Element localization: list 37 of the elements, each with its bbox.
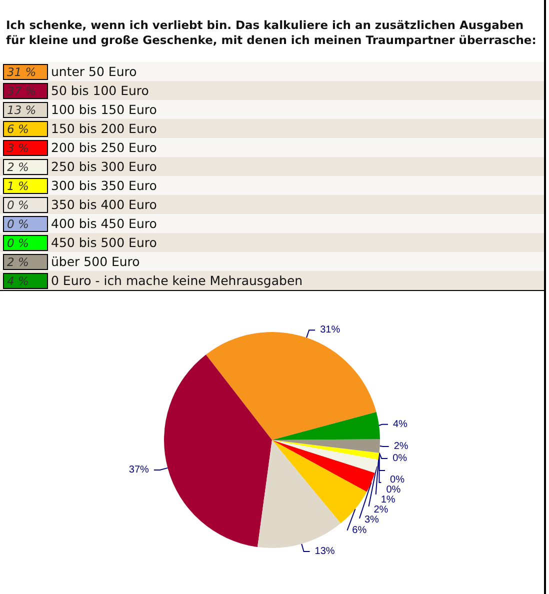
legend-label: 400 bis 450 Euro [51,216,157,231]
text: 0% [386,484,401,496]
text: 0% [392,452,408,464]
legend-label: über 500 Euro [51,254,140,269]
data-label: 2% [394,440,408,452]
data-label: 1% [380,494,396,506]
color-swatch: 13 % [3,102,48,118]
text: 0% [390,474,404,486]
data-label: 31% [320,324,340,336]
data-label: 3% [364,514,380,526]
data-label: 6% [352,524,367,536]
legend-label: 50 bis 100 Euro [51,83,149,98]
data-label: 13% [314,546,335,558]
data-label: 37% [128,464,150,476]
color-swatch: 2 % [3,254,48,270]
legend-label: 350 bis 400 Euro [51,197,157,212]
legend-label: 100 bis 150 Euro [51,102,157,117]
color-swatch: 0 % [3,234,48,250]
legend-label: unter 50 Euro [51,64,137,79]
legend-label: 300 bis 350 Euro [51,178,157,193]
color-swatch: 4 % [3,272,48,288]
color-swatch: 6 % [3,120,48,136]
color-swatch: 0 % [3,216,48,232]
data-label: 4% [392,418,408,430]
color-swatch: 37 % [3,82,48,98]
color-swatch: 0 % [3,196,48,212]
chart-title: Ich schenke, wenn ich verliebt bin. Das kalkuliere ich an zusätzlichen Ausgaben für kleine und große Geschenke, mit denen ich meinen Traumpartner überrasche: [5,17,538,49]
legend-label: 0 Euro - ich mache keine Mehrausgaben [51,273,303,288]
color-swatch: 3 % [3,140,48,156]
legend-label: 450 bis 500 Euro [51,235,157,250]
color-swatch: 1 % [3,178,48,194]
color-swatch: 31 % [3,64,48,80]
legend-label: 200 bis 250 Euro [51,140,157,155]
legend-label: 150 bis 200 Euro [51,121,157,136]
color-swatch: 2 % [3,158,48,174]
data-label: 2% [374,504,388,516]
legend-label: 250 bis 300 Euro [51,159,157,174]
